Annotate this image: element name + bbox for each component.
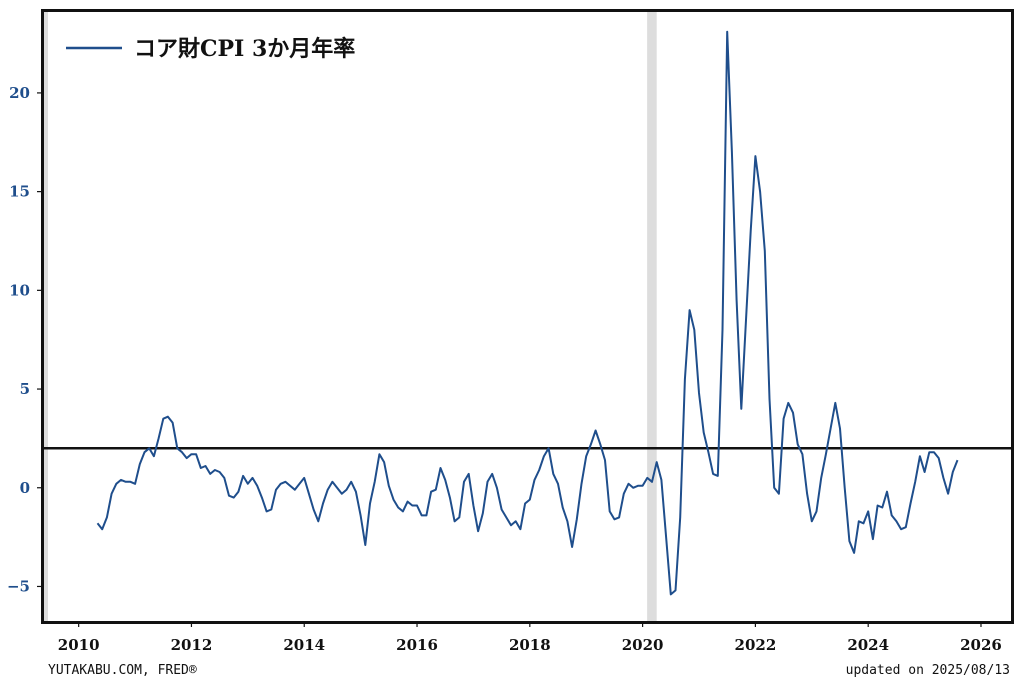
recession-band	[647, 10, 657, 622]
x-axis: 2010 2012 2014 2016 2018 2020 2022 2024 2026	[58, 622, 1002, 654]
x-tick-label: 2026	[960, 636, 1002, 654]
recession-bands	[43, 10, 657, 622]
y-tick-label: 0	[20, 479, 30, 497]
y-tick-label: 20	[9, 84, 30, 102]
y-tick-label: −5	[7, 577, 30, 595]
x-tick-label: 2010	[58, 636, 100, 654]
legend-label: コア財CPI 3か月年率	[134, 36, 355, 62]
x-tick-label: 2020	[622, 636, 664, 654]
x-tick-label: 2012	[171, 636, 213, 654]
y-tick-label: 15	[9, 183, 30, 201]
x-tick-label: 2018	[509, 636, 551, 654]
source-credit: YUTAKABU.COM, FRED®	[48, 663, 197, 678]
y-tick-label: 10	[9, 281, 30, 299]
y-axis: −5 0 5 10 15 20	[7, 84, 42, 595]
series-line	[96, 30, 959, 596]
updated-date: updated on 2025/08/13	[845, 663, 1010, 678]
plot-frame	[41, 9, 1014, 624]
x-tick-label: 2024	[847, 636, 889, 654]
x-tick-label: 2016	[396, 636, 438, 654]
x-tick-label: 2014	[283, 636, 325, 654]
y-tick-label: 5	[20, 380, 30, 398]
legend: コア財CPI 3か月年率	[66, 36, 355, 62]
x-tick-label: 2022	[735, 636, 777, 654]
recession-band	[43, 10, 48, 622]
